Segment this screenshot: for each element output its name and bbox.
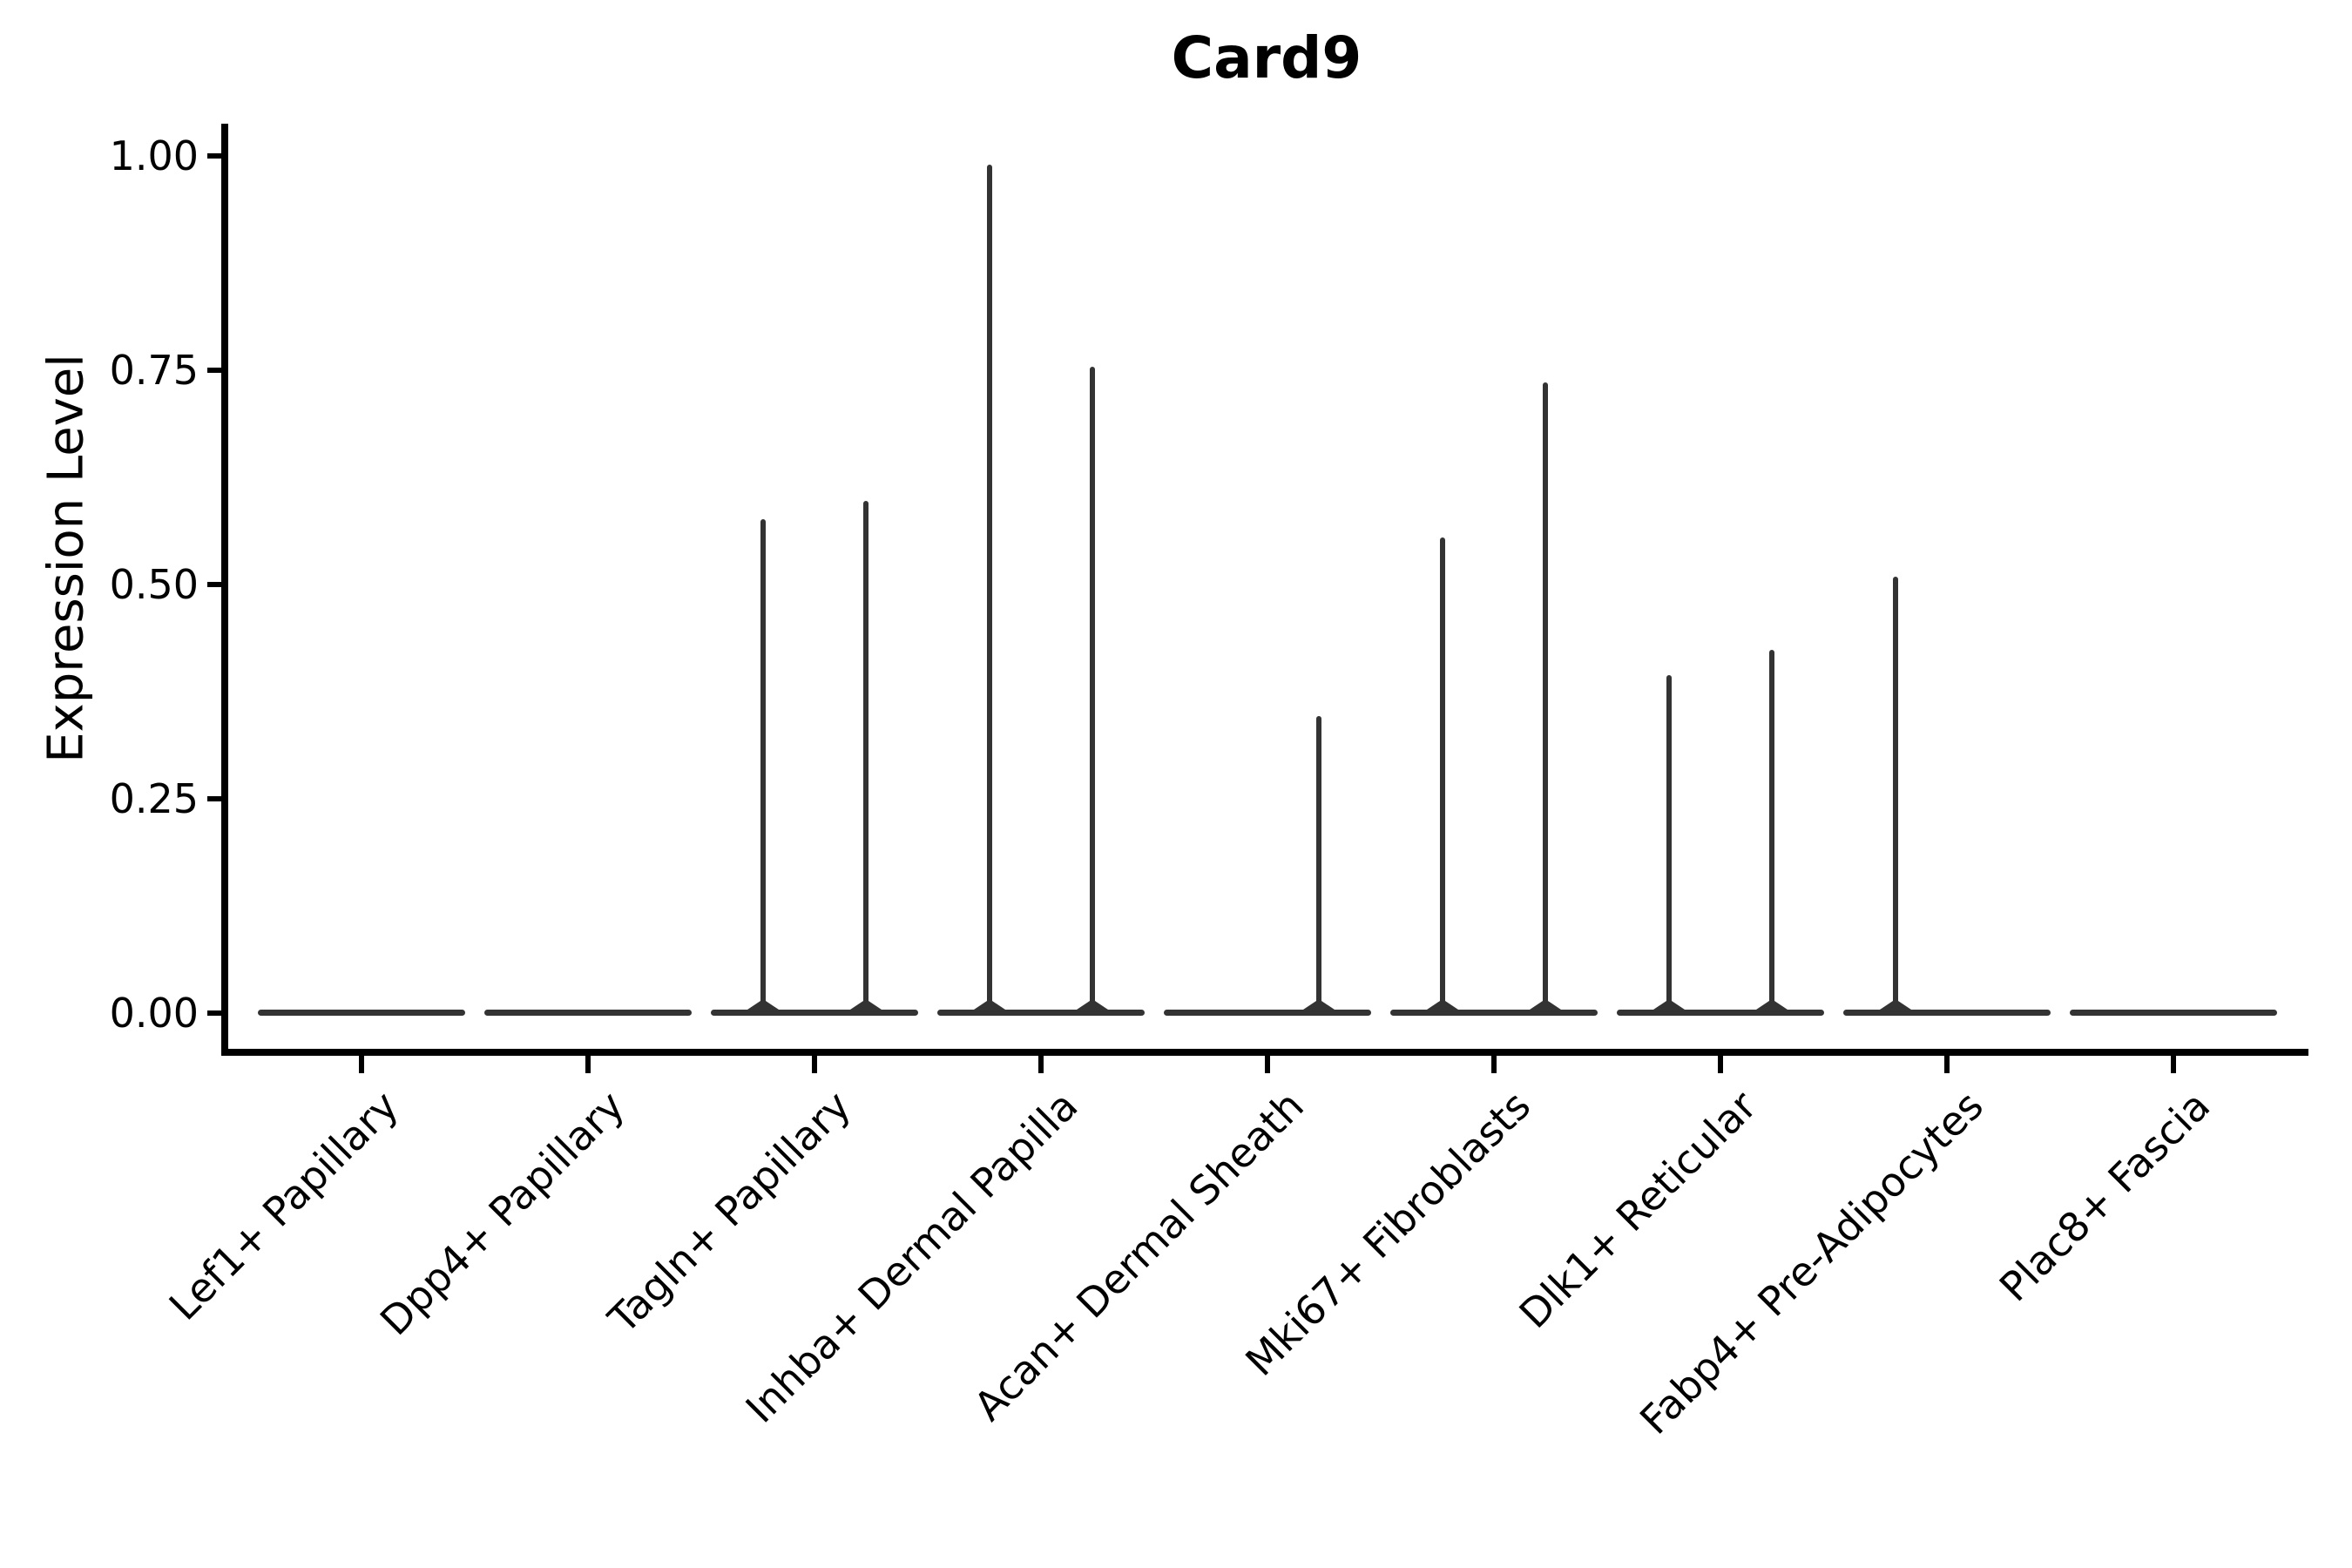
violin-spike-flare [974, 999, 1005, 1010]
y-tick-mark [207, 153, 223, 159]
violin-spike [1666, 675, 1672, 1013]
violin-spike [760, 519, 766, 1013]
violin-spike-flare [1880, 999, 1911, 1010]
violin-baseline [1617, 1010, 1824, 1016]
violin-spike [987, 165, 992, 1013]
x-tick-label-text: Dpp4+ Papillary [370, 1082, 634, 1345]
x-tick-label-text: Tagln+ Papillary [599, 1082, 861, 1342]
violin-spike-flare [1303, 999, 1335, 1010]
y-axis-line [221, 124, 228, 1056]
y-tick-label: 0.50 [109, 561, 199, 608]
violin-baseline [1390, 1010, 1598, 1016]
x-tick-mark [1491, 1056, 1497, 1073]
violin-spike-flare [1756, 999, 1788, 1010]
x-tick-mark [812, 1056, 817, 1073]
x-axis-line [223, 1049, 2308, 1056]
x-tick-mark [1718, 1056, 1723, 1073]
violin-baseline [711, 1010, 918, 1016]
x-tick-mark [359, 1056, 364, 1073]
y-tick-label: 0.00 [109, 990, 199, 1037]
y-tick-mark [207, 368, 223, 373]
violin-spike-flare [747, 999, 779, 1010]
violin-spike [1440, 537, 1445, 1013]
violin-spike-flare [1653, 999, 1685, 1010]
violin-spike [1769, 650, 1774, 1013]
violin-baseline [258, 1010, 465, 1016]
chart-title: Card9 [1171, 24, 1362, 91]
y-tick-label: 0.75 [109, 347, 199, 394]
violin-spike-flare [1077, 999, 1108, 1010]
violin-spike-flare [850, 999, 882, 1010]
violin-spike [1316, 716, 1321, 1013]
violin-spike [1543, 382, 1548, 1013]
x-tick-label-text: Dlk1+ Reticular [1510, 1082, 1767, 1338]
y-tick-mark [207, 796, 223, 801]
violin-spike [863, 501, 868, 1013]
x-tick-mark [1038, 1056, 1044, 1073]
y-tick-label: 1.00 [109, 132, 199, 179]
y-tick-label: 0.25 [109, 775, 199, 822]
violin-spike [1090, 367, 1095, 1013]
x-tick-mark [1944, 1056, 1950, 1073]
violin-baseline [1164, 1010, 1371, 1016]
x-tick-label-text: Lef1+ Papillary [159, 1082, 408, 1329]
x-tick-label-text: Plac8+ Fascia [1990, 1082, 2220, 1311]
violin-baseline [1843, 1010, 2051, 1016]
x-tick-mark [585, 1056, 591, 1073]
violin-baseline [484, 1010, 692, 1016]
violin-spike-flare [1427, 999, 1458, 1010]
x-tick-mark [2171, 1056, 2176, 1073]
y-tick-mark [207, 1010, 223, 1016]
violin-baseline [2070, 1010, 2277, 1016]
violin-spike [1893, 577, 1898, 1013]
violin-baseline [937, 1010, 1145, 1016]
x-tick-mark [1265, 1056, 1270, 1073]
y-tick-mark [207, 582, 223, 587]
violin-spike-flare [1530, 999, 1561, 1010]
